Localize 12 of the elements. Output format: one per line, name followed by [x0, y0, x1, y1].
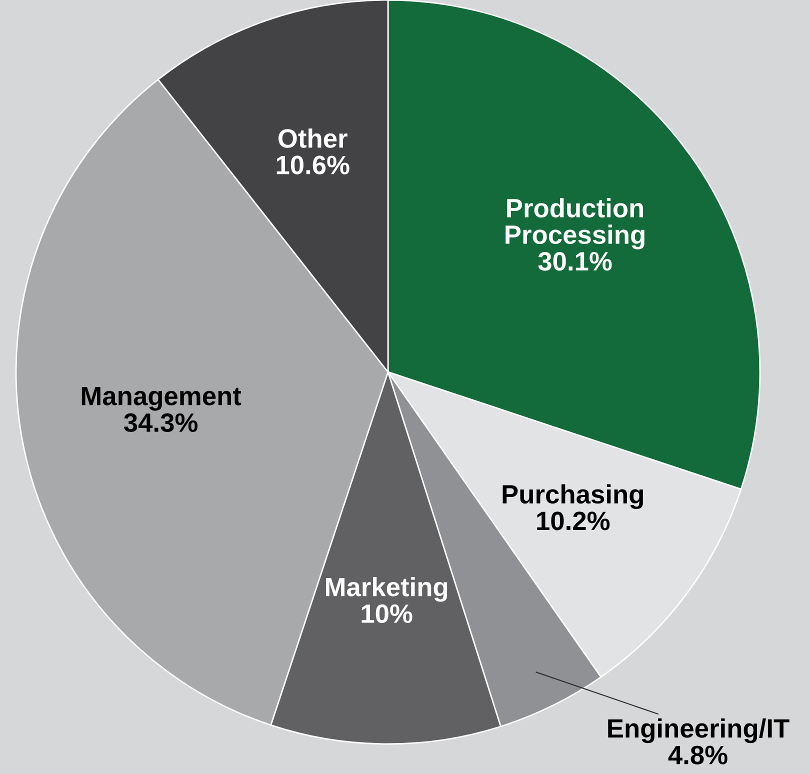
slice-label: Purchasing	[502, 484, 643, 509]
data-label: 34.3%	[124, 413, 198, 432]
slice-label: Engineering/IT	[608, 718, 790, 744]
slice-label: Marketing	[326, 577, 448, 602]
slice-label: Other	[278, 128, 348, 148]
slice-label: Management	[82, 386, 242, 411]
data-label: 10.6%	[276, 156, 350, 174]
data-label: 4.8%	[668, 746, 728, 764]
slice-label: Production Processing	[506, 198, 644, 250]
data-label: 10%	[362, 604, 412, 624]
data-label: 10.2%	[537, 512, 610, 530]
data-label: 30.1%	[538, 252, 612, 271]
